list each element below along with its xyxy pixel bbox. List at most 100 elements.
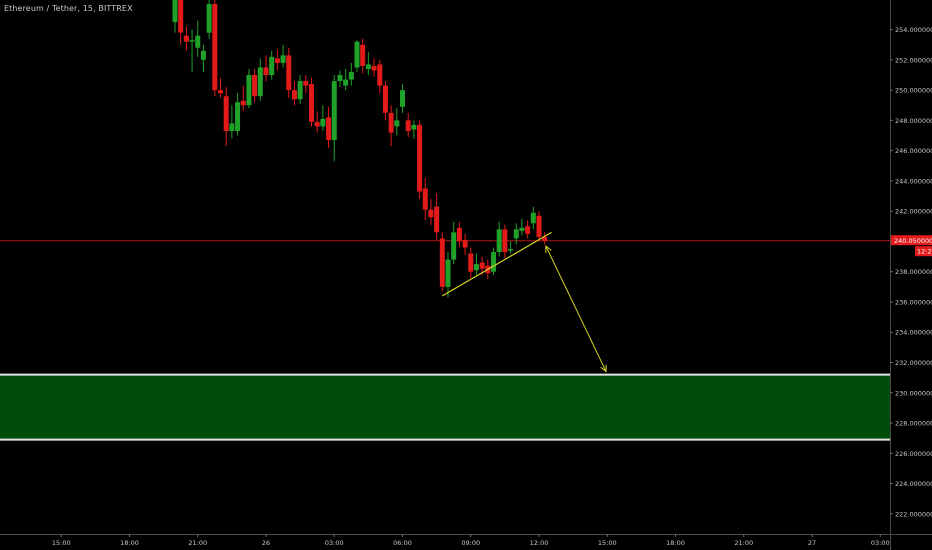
candle	[269, 50, 275, 80]
candle-body	[502, 229, 508, 253]
candle	[377, 59, 383, 94]
candle-body	[525, 226, 531, 234]
candle	[183, 26, 189, 51]
candle-body	[479, 262, 485, 269]
price-tick-label: 238.00000000	[895, 268, 932, 276]
candle	[462, 233, 468, 256]
candle-body	[428, 209, 434, 218]
time-tick-label: 12:00	[530, 539, 549, 547]
time-tick-label: 03:00	[325, 539, 344, 547]
candle-body	[309, 84, 314, 122]
time-tick-label: 18:00	[120, 539, 139, 547]
candle-body	[326, 117, 332, 141]
candle-body	[513, 229, 519, 239]
candle	[235, 93, 241, 136]
candle	[530, 206, 536, 230]
candle-body	[530, 212, 536, 224]
candle-body	[223, 96, 229, 132]
price-tick-label: 250.00000000	[895, 87, 932, 95]
price-tick-label: 232.00000000	[895, 359, 932, 367]
projection-arrow-head-start	[545, 244, 552, 253]
candle	[229, 105, 235, 139]
candle	[326, 106, 332, 148]
candle	[508, 241, 514, 254]
price-tick-label: 226.00000000	[895, 450, 932, 458]
candle-body	[297, 81, 303, 100]
price-tick-label: 222.00000000	[895, 510, 932, 518]
candle-body	[314, 121, 320, 127]
candle	[388, 105, 394, 147]
candle-body	[354, 41, 360, 68]
candle-body	[536, 215, 542, 237]
candle-body	[206, 3, 212, 33]
candle-body	[320, 118, 326, 127]
price-tick-label: 242.00000000	[895, 208, 932, 216]
candle	[252, 68, 258, 103]
candle-body	[365, 64, 371, 69]
candle-body	[263, 67, 269, 76]
time-axis[interactable]: 15:00 18:00 21:00 26 03:00 06:00 09:00 12:00 15:…	[0, 534, 932, 547]
candle	[189, 29, 195, 72]
candle-body	[348, 71, 354, 80]
candle	[348, 62, 354, 86]
candle	[405, 112, 411, 138]
target-zone-group	[0, 373, 890, 441]
candle-body	[456, 227, 462, 242]
candle	[263, 55, 269, 82]
candle-body	[257, 67, 263, 97]
candle-body	[280, 55, 286, 63]
candle-body	[377, 64, 383, 86]
candle	[303, 75, 309, 94]
price-tick-label: 248.00000000	[895, 117, 932, 125]
projection-arrow-head-end	[600, 364, 607, 373]
candle	[382, 81, 388, 121]
time-tick-label: 21:00	[188, 539, 207, 547]
candle-body	[445, 259, 451, 287]
candle-body	[291, 90, 297, 100]
candle-body	[542, 236, 548, 241]
price-tick-label: 234.00000000	[895, 329, 932, 337]
price-tick-label: 254.00000000	[895, 26, 932, 34]
candle-body	[462, 239, 468, 248]
last-price-label-bg	[891, 235, 932, 246]
price-tick-label: 228.00000000	[895, 420, 932, 428]
candle-body	[172, 0, 178, 23]
price-axis[interactable]: 222.00000000 224.00000000 226.00000000 228.…	[890, 0, 932, 550]
candle-body	[371, 65, 377, 71]
candle	[502, 224, 508, 259]
candle-body	[417, 124, 423, 192]
candle-body	[439, 238, 445, 287]
candle-body	[229, 123, 235, 132]
candle-body	[508, 249, 514, 251]
candle	[178, 0, 184, 45]
price-tick-label: 246.00000000	[895, 147, 932, 155]
candle-body	[468, 253, 474, 272]
candle-body	[519, 227, 525, 231]
candle	[365, 52, 371, 76]
candle	[411, 120, 417, 139]
candle-body	[405, 120, 411, 132]
time-tick-label: 26	[262, 539, 270, 547]
candle-body	[343, 79, 349, 86]
candle	[314, 111, 320, 133]
candle-body	[218, 90, 223, 94]
candle	[200, 44, 206, 72]
candle-body	[212, 3, 218, 91]
price-tick-label: 252.00000000	[895, 56, 932, 64]
candle	[434, 193, 440, 240]
time-tick-label: 21:00	[734, 539, 753, 547]
symbol-title: Ethereum / Tether, 15, BITTREX	[4, 4, 133, 13]
candle-body	[491, 252, 496, 272]
candle-body	[422, 188, 428, 210]
candle	[274, 49, 280, 71]
candle-body	[388, 112, 394, 133]
time-tick-label: 15:00	[52, 539, 71, 547]
candle	[479, 256, 485, 275]
candle-body	[269, 56, 275, 76]
candle	[542, 232, 548, 245]
candle-body	[496, 229, 502, 253]
price-tick-label: 236.00000000	[895, 298, 932, 306]
last-price-label: 240.05000000	[894, 237, 932, 245]
